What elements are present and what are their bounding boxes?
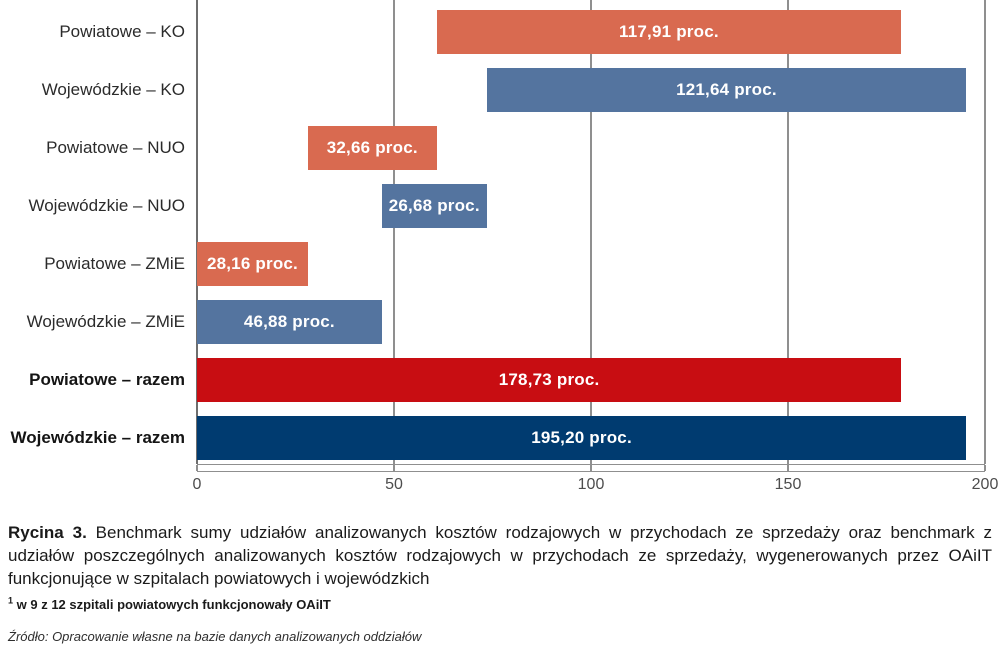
x-axis-tick-labels: 0 50 100 150 200: [193, 476, 999, 498]
x-axis-tick-200: [984, 465, 986, 471]
gridline-0: [196, 0, 198, 464]
x-axis-tick-label-50: 50: [385, 476, 403, 493]
x-axis-tick-strip: [196, 464, 986, 472]
category-label-4: Wojewódzkie – NUO: [28, 196, 185, 215]
bar-5: 28,16 proc.: [197, 242, 308, 286]
bar-value-label-6: 46,88 proc.: [243, 312, 335, 331]
bar-value-label-3: 32,66 proc.: [326, 138, 418, 157]
x-axis-tick-label-100: 100: [577, 476, 605, 493]
gridline-100: [590, 0, 592, 464]
bar-6: 46,88 proc.: [197, 300, 382, 344]
category-label-6: Wojewódzkie – ZMiE: [26, 312, 185, 331]
bar-8: 195,20 proc.: [197, 416, 967, 460]
plot-area: 117,91 proc. 121,64 proc. 32,66 proc. 26,68…: [196, 0, 986, 464]
bar-value-label-5: 28,16 proc.: [206, 254, 298, 273]
bar-1: 117,91 proc.: [436, 10, 902, 54]
gridline-50: [393, 0, 395, 464]
x-axis-tick-label-0: 0: [192, 476, 202, 493]
caption-block: Rycina 3. Benchmark sumy udziałów analiz…: [8, 521, 992, 644]
gridline-150: [787, 0, 789, 464]
bar-value-label-2: 121,64 proc.: [676, 80, 777, 99]
x-axis-tick-0: [196, 465, 198, 471]
x-axis-tick-150: [787, 465, 789, 471]
x-axis-tick-50: [393, 465, 395, 471]
x-axis-tick-100: [590, 465, 592, 471]
benchmark-bar-chart: Powiatowe – KO Wojewódzkie – KO Powiatowe …: [0, 0, 999, 498]
category-label-5: Powiatowe – ZMiE: [44, 254, 185, 273]
category-label-2: Wojewódzkie – KO: [41, 80, 185, 99]
figure-caption: Rycina 3. Benchmark sumy udziałów analiz…: [8, 521, 992, 590]
category-axis-labels: Powiatowe – KO Wojewódzkie – KO Powiatowe …: [0, 0, 185, 464]
bar-4: 26,68 proc.: [381, 184, 487, 228]
category-label-3: Powiatowe – NUO: [46, 138, 185, 157]
bar-value-label-7: 178,73 proc.: [498, 370, 600, 389]
source-line: Źródło: Opracowanie własne na bazie dany…: [8, 629, 422, 644]
bar-7: 178,73 proc.: [197, 358, 902, 402]
footnote: 1 w 9 z 12 szpitali powiatowych funkcjon…: [8, 595, 992, 612]
bar-value-label-8: 195,20 proc.: [531, 428, 632, 447]
x-axis-tick-label-150: 150: [774, 476, 802, 493]
x-axis-tick-label-200: 200: [971, 476, 999, 493]
category-label-8: Wojewódzkie – razem: [10, 428, 185, 447]
caption-text: Benchmark sumy udziałów analizowanych ko…: [8, 523, 992, 588]
bar-2: 121,64 proc.: [486, 68, 967, 112]
bar-value-label-4: 26,68 proc.: [388, 196, 480, 215]
footnote-text: w 9 z 12 szpitali powiatowych funkcjonow…: [16, 597, 331, 612]
footnote-marker: 1: [8, 595, 14, 606]
category-label-1: Powiatowe – KO: [59, 22, 185, 41]
bar-3: 32,66 proc.: [307, 126, 437, 170]
bar-value-label-1: 117,91 proc.: [619, 22, 719, 41]
category-label-7: Powiatowe – razem: [29, 370, 185, 389]
caption-number: Rycina 3.: [8, 523, 87, 542]
gridline-200: [984, 0, 986, 464]
